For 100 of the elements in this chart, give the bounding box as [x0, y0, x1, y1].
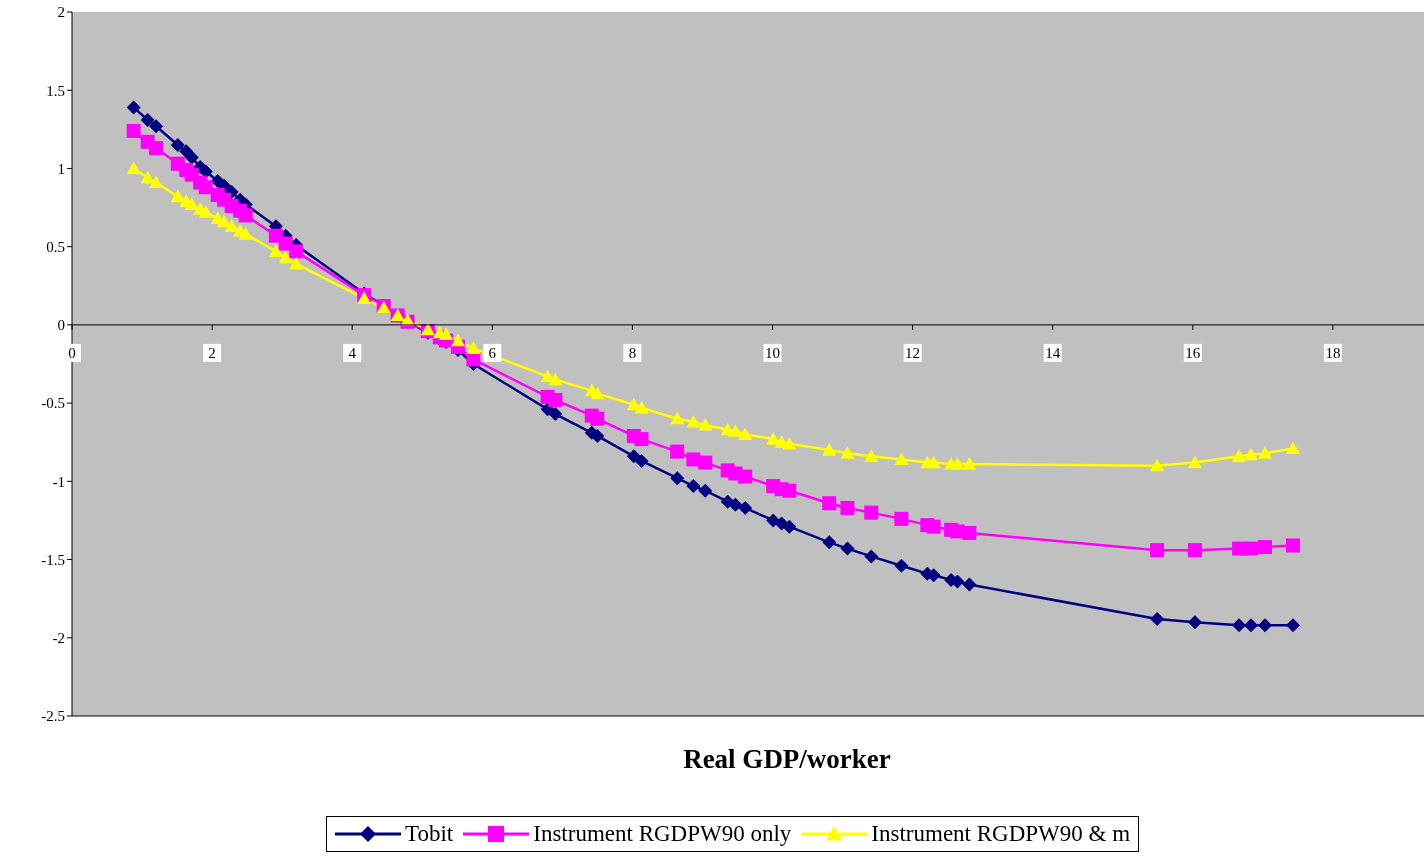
point [698, 483, 713, 498]
legend-label: Instrument RGDPW90 & m [871, 821, 1131, 847]
x-tick-label: 4 [348, 344, 357, 361]
point [962, 577, 977, 592]
point [698, 455, 713, 470]
point [590, 386, 605, 400]
point [766, 513, 781, 528]
point [268, 244, 283, 257]
y-tick-label: -0.5 [41, 395, 65, 412]
point [1257, 618, 1272, 633]
y-tick-label: 0.5 [46, 238, 65, 255]
point [450, 333, 465, 347]
point [289, 244, 304, 259]
point [822, 443, 837, 456]
point [1286, 618, 1300, 633]
point [962, 525, 977, 540]
point [670, 471, 685, 486]
x-tick-label: 6 [488, 344, 497, 361]
point [1187, 615, 1202, 630]
point [670, 444, 685, 459]
point [1257, 540, 1272, 555]
point [184, 197, 199, 211]
point [634, 400, 649, 414]
point [238, 227, 253, 240]
point [1257, 446, 1272, 459]
point [738, 500, 753, 515]
point [840, 500, 855, 515]
point [140, 170, 155, 184]
y-tick-label: -1.5 [41, 551, 65, 568]
point [1286, 538, 1300, 553]
point [126, 123, 141, 138]
point [670, 411, 685, 425]
point [548, 392, 563, 407]
point [894, 511, 909, 526]
point [738, 469, 753, 484]
point [149, 175, 164, 189]
point [738, 427, 753, 440]
point [1243, 447, 1258, 461]
x-tick-label: 2 [208, 344, 216, 361]
point [198, 164, 213, 179]
point [926, 519, 941, 534]
point [184, 150, 199, 165]
x-tick-label: 0 [68, 344, 76, 361]
point [840, 446, 855, 459]
point [926, 455, 941, 469]
point [140, 112, 155, 127]
point [1243, 618, 1258, 633]
point [1232, 618, 1247, 633]
point [840, 541, 855, 556]
point [1150, 612, 1165, 626]
point [126, 161, 141, 175]
point [864, 449, 879, 462]
y-tick-label: 2 [57, 4, 65, 21]
point [782, 436, 797, 450]
point [782, 483, 797, 498]
y-tick-label: 1.5 [46, 82, 65, 99]
point [1150, 543, 1165, 558]
legend-label: Tobit [405, 821, 454, 847]
y-tick-label: 1 [57, 160, 65, 177]
point [590, 411, 605, 426]
x-tick-label: 10 [765, 344, 781, 361]
point [822, 535, 837, 550]
x-tick-label: 18 [1325, 344, 1341, 361]
x-tick-label: 14 [1045, 344, 1061, 361]
point [548, 407, 563, 422]
point [634, 432, 649, 447]
point [1232, 449, 1247, 462]
point [1286, 441, 1300, 455]
y-tick-label: 0 [57, 317, 65, 334]
y-tick-label: -1 [52, 473, 65, 490]
point [439, 327, 454, 340]
y-tick-label: -2 [52, 630, 65, 647]
point [782, 519, 797, 534]
point [728, 497, 743, 512]
point [728, 424, 743, 437]
x-axis-title: Real GDP/worker [682, 744, 892, 775]
x-tick-label: 8 [628, 344, 637, 361]
point [864, 505, 879, 520]
point [686, 414, 701, 428]
point [894, 558, 909, 573]
point [894, 452, 909, 466]
point [950, 457, 965, 470]
point [466, 341, 481, 354]
point [864, 549, 879, 564]
point [1187, 455, 1202, 469]
point [224, 219, 239, 232]
point [962, 457, 977, 470]
point [698, 418, 713, 431]
point [1187, 543, 1202, 558]
point [198, 205, 213, 218]
point [278, 250, 293, 264]
point [822, 496, 837, 511]
point [149, 119, 164, 134]
point [1150, 458, 1165, 472]
y-tick-label: -2.5 [41, 708, 65, 725]
point [289, 256, 304, 270]
point [548, 372, 563, 386]
point [170, 137, 185, 152]
x-tick-label: 12 [905, 344, 921, 361]
point [686, 479, 701, 494]
